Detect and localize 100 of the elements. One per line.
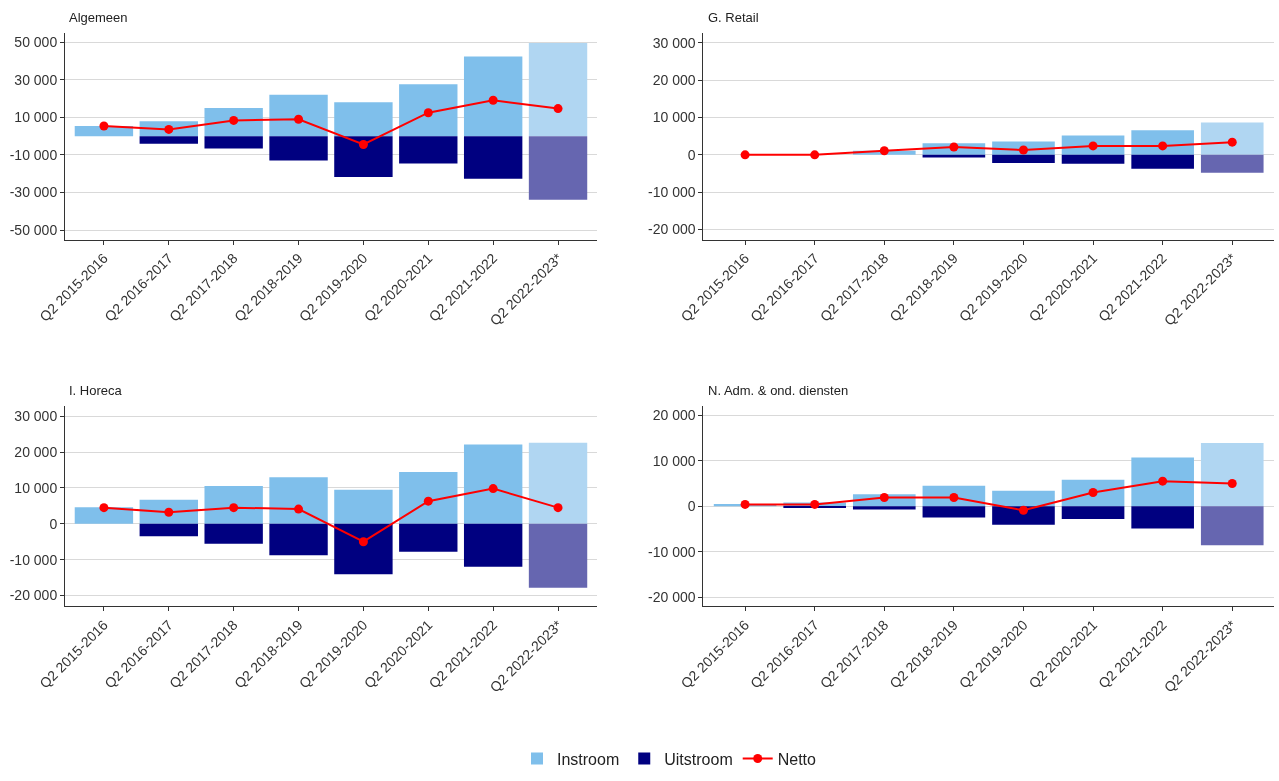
point [423,108,433,118]
point [294,504,304,514]
y-tick-label: 10 000 [652,452,696,469]
point [358,537,368,547]
bar [269,94,328,137]
legend-label: Netto [777,750,817,768]
bar [1131,506,1194,529]
point [488,484,498,494]
chart-title: I. Horeca [69,383,123,398]
point [164,124,174,134]
bar [463,56,523,137]
point [294,114,304,124]
bar [463,444,523,524]
y-tick-label: 30 000 [14,71,58,88]
y-tick-label: -10 000 [648,543,696,560]
bar [334,102,393,137]
bar [852,506,916,510]
y-tick-label: 50 000 [14,34,58,51]
bar [528,442,588,524]
bar [399,136,458,164]
bar [528,43,588,137]
y-tick-label: 10 000 [14,479,58,496]
chart-title: Algemeen [69,10,128,25]
bar [1131,457,1194,507]
legend-label: Instroom [557,750,620,768]
bar [1200,122,1264,155]
y-tick-label: 20 000 [14,443,58,460]
bar [992,490,1055,507]
bar [463,136,523,179]
point [99,503,109,513]
bar [204,523,263,544]
y-tick-label: -10 000 [9,146,58,163]
y-tick-label: -10 000 [648,184,696,201]
point [1088,488,1098,498]
point [553,104,563,114]
point [1227,137,1237,147]
point [1227,478,1237,488]
bar [1061,154,1125,164]
bar [334,136,393,177]
bar [334,523,393,575]
y-tick-label: 10 000 [14,109,58,126]
bar [204,486,263,524]
bar [139,136,198,144]
bar [1200,442,1264,507]
bar [528,523,588,588]
bar [992,154,1055,164]
y-tick-label: -20 000 [648,589,696,606]
point [229,503,239,513]
bar [463,523,523,567]
point [1088,141,1098,151]
point [553,503,563,513]
point [949,493,959,503]
point [810,150,820,160]
y-tick-label: 30 000 [14,408,58,425]
bar [399,84,458,137]
point [229,115,239,125]
y-tick-label: 0 [687,146,696,163]
point [1018,505,1028,515]
bar [1061,506,1125,519]
y-tick-label: 30 000 [652,34,696,51]
bar [204,108,263,137]
point [1018,145,1028,155]
y-tick-label: 0 [49,515,58,532]
bar [1200,506,1264,546]
point [358,139,368,149]
y-tick-label: -30 000 [9,184,58,201]
point [879,493,889,503]
point [740,499,750,509]
y-tick-label: -20 000 [9,587,58,604]
y-tick-label: -20 000 [648,221,696,238]
y-tick-label: -50 000 [9,222,58,238]
point [949,142,959,152]
point [1158,476,1168,486]
y-tick-label: -10 000 [9,551,58,568]
bar [334,489,393,524]
bar [269,477,328,524]
y-tick-label: 20 000 [652,72,696,89]
bar [399,472,458,524]
point [740,150,750,160]
bar [204,136,263,149]
bar [139,523,198,537]
y-tick-label: 0 [687,498,696,515]
bar [528,136,588,200]
y-tick-label: 10 000 [652,109,696,126]
point [99,121,109,131]
bar [74,507,134,524]
bar [922,506,986,518]
point [423,496,433,506]
bar [1200,154,1264,173]
point [879,146,889,156]
bar [269,523,328,556]
chart-title: N. Adm. & ond. diensten [708,383,849,398]
bar [269,136,328,161]
bar [1131,154,1194,169]
chart-title: G. Retail [708,10,759,25]
point [488,95,498,105]
legend-label: Uitstroom [664,750,733,768]
point [1158,141,1168,151]
y-tick-label: 20 000 [652,407,696,424]
point [164,507,174,517]
